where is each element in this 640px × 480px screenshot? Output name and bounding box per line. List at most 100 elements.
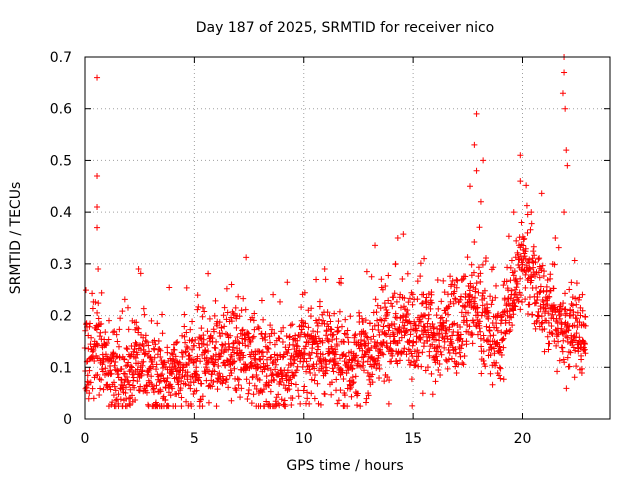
data-point [243,376,250,383]
data-point [503,327,510,334]
data-point [318,363,325,370]
data-point [431,356,438,363]
data-point [312,372,319,379]
data-point [96,333,103,340]
data-point [471,300,478,307]
data-point [462,290,469,297]
data-point [249,374,256,381]
data-point [314,319,321,326]
data-point [197,358,204,365]
data-point [418,363,425,370]
data-point [561,209,568,216]
data-point [145,342,152,349]
data-point [322,370,329,377]
data-point [579,307,586,314]
data-point [253,385,260,392]
data-point [202,370,209,377]
data-point [451,320,458,327]
data-point [209,383,216,390]
data-point [324,320,331,327]
data-point [206,315,213,322]
data-point [295,393,302,400]
data-point [148,373,155,380]
data-point [150,389,157,396]
data-point [194,355,201,362]
data-point [148,317,155,324]
data-point [566,363,573,370]
data-points [81,54,589,410]
data-point [138,368,145,375]
data-point [300,387,307,394]
data-point [295,387,302,394]
data-point [125,326,132,333]
data-point [315,343,322,350]
data-point [317,401,324,408]
data-point [473,110,480,117]
data-point [337,280,344,287]
data-point [191,342,198,349]
data-point [258,297,265,304]
data-point [125,359,132,366]
data-point [212,297,219,304]
data-point [260,386,267,393]
data-point [448,340,455,347]
data-point [375,352,382,359]
data-point [561,359,568,366]
data-point [485,315,492,322]
data-point [325,338,332,345]
data-point [374,339,381,346]
data-point [529,311,536,318]
data-point [182,339,189,346]
data-point [162,397,169,404]
data-point [452,295,459,302]
data-point [518,219,525,226]
data-point [376,362,383,369]
data-point [439,334,446,341]
data-point [410,339,417,346]
data-point [163,378,170,385]
data-point [405,299,412,306]
data-point [355,358,362,365]
data-point [532,259,539,266]
data-point [118,366,125,373]
data-point [575,339,582,346]
data-point [362,399,369,406]
data-point [331,355,338,362]
data-point [267,367,274,374]
data-point [523,182,530,189]
data-point [140,305,147,312]
data-point [110,329,117,336]
data-point [436,343,443,350]
data-point [552,235,559,241]
data-point [344,403,351,410]
data-point [547,271,554,278]
data-point [461,304,468,311]
data-point [275,391,282,398]
data-point [451,288,458,295]
data-point [512,277,519,284]
data-point [261,366,268,373]
data-point [386,377,393,384]
data-point [182,349,189,356]
data-point [142,332,149,339]
data-point [582,314,589,321]
data-point [406,295,413,302]
data-point [324,309,331,316]
data-point [437,371,444,378]
data-point [364,358,371,365]
data-point [360,359,367,366]
data-point [335,327,342,334]
data-point [362,330,369,337]
data-point [459,276,466,283]
data-point [378,276,385,283]
data-point [235,382,242,389]
data-point [445,311,452,318]
data-point [457,331,464,338]
data-point [576,334,583,341]
data-point [385,297,392,304]
data-point [208,371,215,378]
data-point [306,350,313,357]
data-point [531,252,538,259]
data-point [329,365,336,372]
